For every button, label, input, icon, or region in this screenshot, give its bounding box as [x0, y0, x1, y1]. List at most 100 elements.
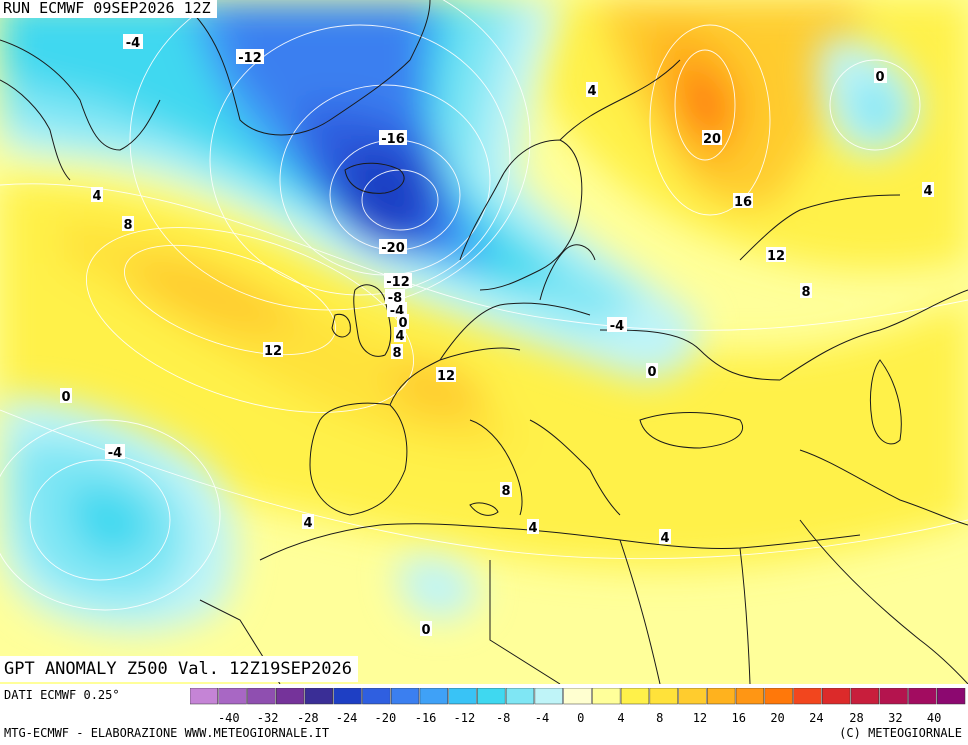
contour-label-text: 0: [398, 316, 407, 331]
contour-label-bg: [500, 482, 512, 497]
contour-label-bg: [922, 182, 934, 197]
legend-tick-label: 16: [732, 711, 746, 725]
contour-label: -4: [105, 444, 125, 461]
contour-label: -4: [123, 34, 143, 51]
legend-swatch: [448, 688, 477, 705]
contour-label: 4: [527, 519, 539, 536]
legend-swatch: [793, 688, 822, 705]
legend-swatches: [190, 688, 966, 705]
legend-swatch: [937, 688, 966, 705]
contour-label-text: -4: [126, 36, 140, 51]
contour-label-bg: [874, 68, 886, 83]
legend-swatch: [649, 688, 678, 705]
contour-label-bg: [302, 514, 314, 529]
contour-label-text: 8: [501, 484, 510, 499]
legend-swatch: [908, 688, 937, 705]
legend-tick-label: 0: [577, 711, 584, 725]
contour-label-text: -16: [381, 132, 405, 147]
contour-label: -16: [379, 130, 407, 147]
coastlines: [0, 0, 968, 684]
contour-label-text: 4: [923, 184, 932, 199]
contour-label: 0: [420, 621, 432, 638]
contour-label-bg: [766, 247, 786, 262]
footer: DATI ECMWF 0.25° -40 -32 -28 -24 -20 -16 -12 -8…: [0, 684, 968, 745]
contour-label: 16: [733, 193, 753, 210]
legend-tick-label: 8: [656, 711, 663, 725]
contour-label-text: 0: [61, 390, 70, 405]
legend-swatch: [879, 688, 908, 705]
legend-swatch: [190, 688, 218, 705]
contour-label-text: 4: [303, 516, 312, 531]
contour-label: 4: [394, 327, 406, 344]
legend-swatch: [477, 688, 506, 705]
credit-elaborazione: MTG-ECMWF - ELABORAZIONE WWW.METEOGIORNA…: [4, 726, 330, 740]
contour-label-text: 8: [123, 218, 132, 233]
legend-tick-label: -12: [454, 711, 476, 725]
contour-label-bg: [607, 317, 627, 332]
contour-label: 20: [702, 130, 722, 147]
contour-label: 8: [122, 216, 134, 233]
legend-swatch: [735, 688, 765, 705]
contour-label-bg: [394, 327, 406, 342]
contour-label: 8: [391, 344, 403, 361]
contour-label-text: 0: [421, 623, 430, 638]
contour-label-text: 4: [92, 189, 101, 204]
legend-tick-label: -16: [415, 711, 437, 725]
contour-label-bg: [733, 193, 753, 208]
contour-label: 12: [436, 367, 456, 384]
contour-label: 12: [263, 342, 283, 359]
contour-label: 0: [397, 314, 409, 331]
contour-label-bg: [384, 273, 412, 288]
legend-tick-label: 24: [809, 711, 823, 725]
legend-tick-label: -8: [496, 711, 510, 725]
legend-swatch: [850, 688, 880, 705]
legend-tick-label: 32: [888, 711, 902, 725]
contour-label-bg: [379, 239, 407, 254]
contour-label-bg: [60, 388, 72, 403]
contour-label-text: -4: [108, 446, 122, 461]
legend-swatch: [275, 688, 305, 705]
legend-tick-label: 12: [693, 711, 707, 725]
contour-label-text: -12: [386, 275, 410, 290]
legend-swatch: [247, 688, 276, 705]
contour-label-text: 4: [660, 531, 669, 546]
data-source-label: DATI ECMWF 0.25°: [4, 688, 120, 702]
contour-label-text: -12: [238, 51, 262, 66]
anomaly-map: -4-12-16-20-12-8-404812480-4448124008121…: [0, 0, 968, 684]
contour-label: 8: [800, 283, 812, 300]
contour-label-text: -20: [381, 241, 405, 256]
contour-labels: -4-12-16-20-12-8-404812480-4448124008121…: [60, 34, 934, 638]
contour-label-text: 8: [801, 285, 810, 300]
contour-label: -20: [379, 239, 407, 256]
contour-label: 8: [500, 482, 512, 499]
contour-label: 0: [60, 388, 72, 405]
contour-label: 4: [302, 514, 314, 531]
legend-swatch: [333, 688, 362, 705]
legend-swatch: [678, 688, 707, 705]
contour-lines: [0, 0, 968, 611]
contour-label-bg: [387, 302, 407, 317]
legend-tick-label: -20: [375, 711, 397, 725]
contour-label: 0: [874, 68, 886, 85]
contour-label-bg: [702, 130, 722, 145]
legend-swatch: [390, 688, 420, 705]
contour-label-bg: [236, 49, 264, 64]
legend-tick-label: -4: [535, 711, 549, 725]
legend-tick-label: 4: [617, 711, 624, 725]
contour-label-bg: [379, 130, 407, 145]
legend-swatch: [505, 688, 535, 705]
legend-tick-label: -40: [218, 711, 240, 725]
contour-label-text: 8: [392, 346, 401, 361]
contour-label: -12: [236, 49, 264, 66]
map-title: GPT ANOMALY Z500 Val. 12Z19SEP2026: [0, 656, 358, 682]
contour-label-bg: [800, 283, 812, 298]
contour-label-text: 16: [734, 195, 752, 210]
legend-tick-label: 40: [927, 711, 941, 725]
contour-label-bg: [123, 34, 143, 49]
contour-label-text: 20: [703, 132, 721, 147]
contour-label-text: 4: [395, 329, 404, 344]
contour-label-bg: [436, 367, 456, 382]
contour-label: 4: [91, 187, 103, 204]
legend-swatch: [304, 688, 333, 705]
contour-label-bg: [397, 314, 409, 329]
